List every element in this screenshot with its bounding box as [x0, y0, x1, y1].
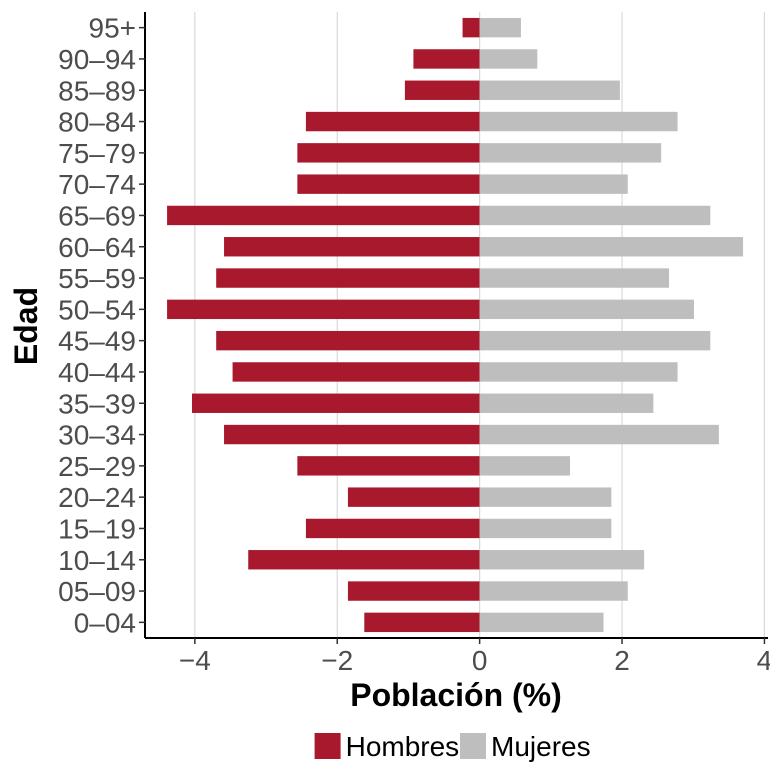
y-tick-label: 05–09	[58, 576, 136, 607]
bar-hombres-0	[364, 612, 480, 633]
bar-mujeres-0	[479, 612, 604, 633]
bar-hombres-10	[167, 299, 480, 320]
y-tick-label: 60–64	[58, 232, 136, 263]
y-tick-label: 10–14	[58, 545, 136, 576]
y-tick-label: 20–24	[58, 482, 136, 513]
y-tick-label: 70–74	[58, 169, 136, 200]
y-tick-label: 80–84	[58, 107, 136, 138]
y-tick-label: 55–59	[58, 263, 136, 294]
bar-hombres-13	[167, 205, 480, 226]
x-tick-label: 0	[472, 645, 488, 676]
bar-mujeres-19	[479, 17, 521, 38]
bar-hombres-4	[347, 487, 480, 507]
gridlines	[194, 12, 766, 638]
bar-mujeres-17	[479, 80, 620, 100]
y-tick-label: 25–29	[58, 451, 136, 482]
y-tick-label: 95+	[89, 13, 137, 44]
bar-mujeres-8	[479, 362, 678, 382]
x-tick-label: −2	[321, 645, 353, 676]
bar-mujeres-15	[479, 143, 662, 163]
legend: Hombres Mujeres	[314, 731, 591, 762]
bar-mujeres-7	[479, 393, 654, 413]
bar-hombres-6	[224, 424, 480, 445]
y-tick-label: 50–54	[58, 294, 136, 325]
bar-hombres-1	[347, 581, 480, 601]
bar-hombres-8	[232, 362, 480, 382]
y-tick-label: 15–19	[58, 513, 136, 544]
bar-hombres-16	[305, 111, 480, 132]
legend-key-hombres	[314, 733, 341, 759]
y-tick-label: 90–94	[58, 44, 136, 75]
bar-hombres-3	[305, 518, 480, 539]
legend-key-mujeres	[460, 733, 486, 759]
y-tick-label: 30–34	[58, 420, 136, 451]
bar-mujeres-11	[479, 268, 670, 288]
bar-hombres-18	[413, 49, 480, 69]
bar-hombres-2	[248, 550, 480, 570]
bar-hombres-17	[404, 80, 480, 100]
y-tick-label: 65–69	[58, 200, 136, 231]
y-tick-label: 85–89	[58, 75, 136, 106]
bar-hombres-5	[297, 456, 480, 476]
bar-mujeres-18	[479, 49, 538, 69]
bar-hombres-11	[216, 268, 480, 288]
x-tick-label: 2	[614, 645, 630, 676]
y-tick-label: 75–79	[58, 138, 136, 169]
y-tick-label: 40–44	[58, 357, 136, 388]
y-axis-title: Edad	[8, 287, 44, 365]
legend-label-mujeres: Mujeres	[491, 731, 591, 762]
bar-mujeres-14	[479, 174, 628, 194]
bar-hombres-19	[462, 17, 480, 38]
bar-mujeres-10	[479, 299, 694, 320]
bar-mujeres-16	[479, 111, 678, 132]
bar-mujeres-2	[479, 550, 645, 570]
x-axis-title: Población (%)	[350, 677, 562, 713]
y-tick-label: 45–49	[58, 326, 136, 357]
bar-mujeres-1	[479, 581, 628, 601]
x-tick-label: 4	[757, 645, 770, 676]
y-tick-label: 35–39	[58, 388, 136, 419]
bar-hombres-14	[297, 174, 480, 194]
x-tick-label: −4	[179, 645, 211, 676]
axes	[144, 12, 768, 639]
y-tick-labels: 0–0405–0910–1415–1920–2425–2930–3435–394…	[58, 13, 145, 638]
legend-label-hombres: Hombres	[346, 731, 460, 762]
bar-hombres-9	[216, 330, 480, 351]
bar-mujeres-5	[479, 456, 571, 476]
bar-hombres-7	[191, 393, 480, 413]
bars	[167, 17, 744, 633]
bar-mujeres-13	[479, 205, 711, 226]
bar-mujeres-3	[479, 518, 612, 539]
bar-mujeres-9	[479, 330, 711, 351]
bar-mujeres-4	[479, 487, 612, 507]
y-tick-label: 0–04	[74, 607, 136, 638]
bar-hombres-12	[224, 237, 480, 257]
bar-mujeres-12	[479, 237, 744, 257]
x-tick-labels: −4 −2 0 2 4	[179, 638, 770, 676]
bar-mujeres-6	[479, 424, 719, 445]
bar-hombres-15	[297, 143, 480, 163]
